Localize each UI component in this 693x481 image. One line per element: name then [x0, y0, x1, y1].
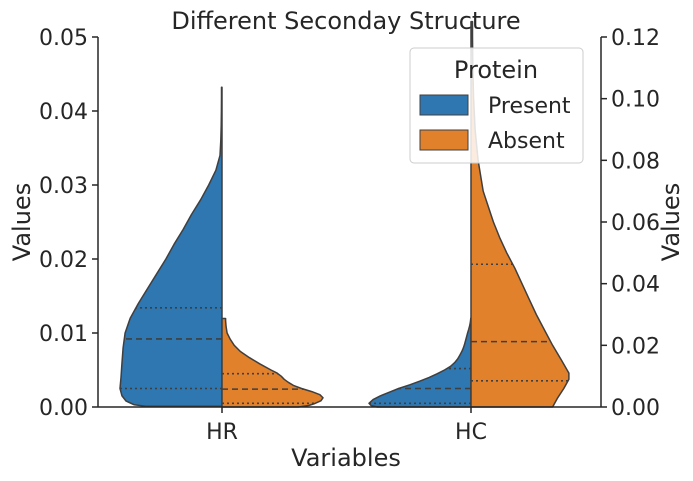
x-tick-label-hr: HR [206, 420, 238, 445]
y-tick-label-left: 0.05 [39, 26, 88, 51]
violin-present-hc [368, 317, 472, 408]
y-axis-label-right: Values [657, 183, 685, 261]
y-tick-label-right: 0.00 [611, 396, 660, 421]
axes-layer: 0.00 0.01 0.02 0.03 0.04 0.05 0.00 0.02 0.04 0.06… [39, 26, 660, 445]
y-tick-label-left: 0.04 [39, 100, 88, 125]
y-tick-label-left: 0.03 [39, 174, 88, 199]
y-tick-label-left: 0.00 [39, 396, 88, 421]
x-tick-label-hc: HC [455, 420, 487, 445]
y-tick-label-left: 0.01 [39, 322, 88, 347]
legend-title: Protein [454, 56, 538, 84]
legend: Protein Present Absent [409, 47, 584, 164]
y-tick-label-right: 0.04 [611, 273, 660, 298]
chart-title: Different Seconday Structure [171, 7, 520, 35]
y-tick-label-right: 0.08 [611, 149, 660, 174]
y-tick-label-right: 0.06 [611, 211, 660, 236]
y-tick-label-right: 0.02 [611, 334, 660, 359]
y-tick-label-right: 0.12 [611, 26, 660, 51]
violin-layer [119, 20, 570, 408]
y-axis-label-left: Values [8, 183, 36, 261]
violin-absent-hr [221, 317, 324, 408]
legend-swatch-present [419, 94, 469, 116]
y-tick-label-right: 0.10 [611, 88, 660, 113]
legend-label-absent: Absent [488, 129, 565, 154]
x-axis-label: Variables [291, 444, 401, 472]
legend-label-present: Present [488, 94, 571, 119]
legend-swatch-absent [419, 129, 469, 151]
y-tick-label-left: 0.02 [39, 248, 88, 273]
violin-present-hr [119, 86, 223, 408]
